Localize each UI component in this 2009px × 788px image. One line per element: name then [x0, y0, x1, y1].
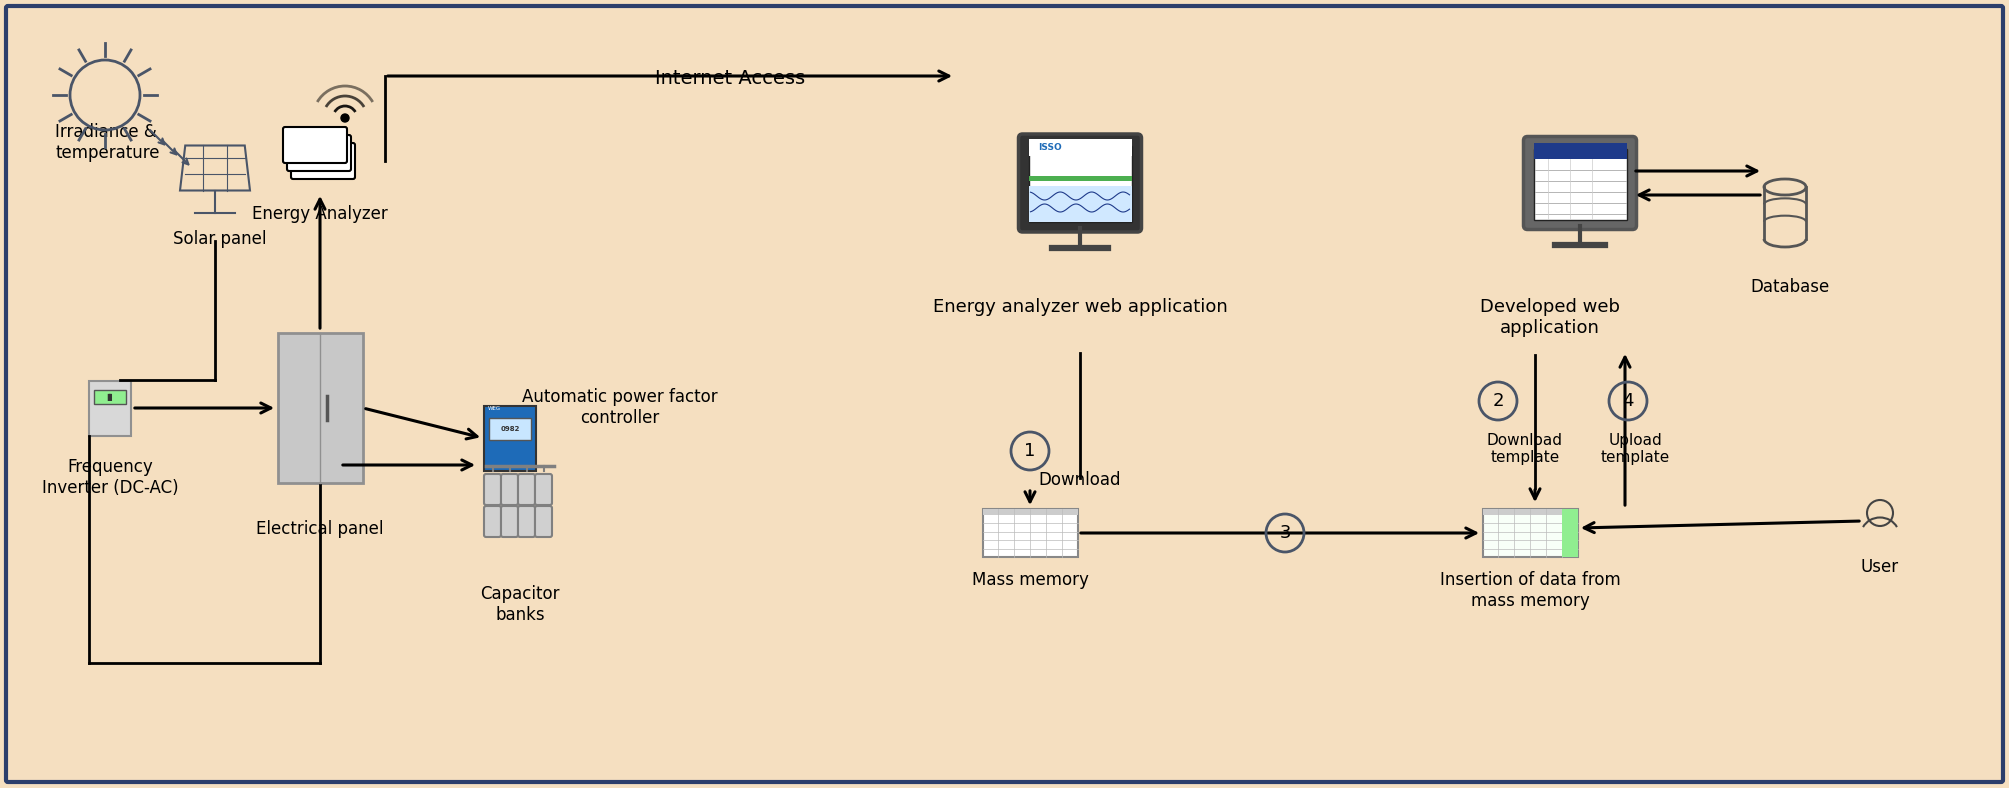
- FancyBboxPatch shape: [6, 6, 2003, 782]
- Text: 2: 2: [1493, 392, 1505, 410]
- FancyBboxPatch shape: [1029, 146, 1131, 222]
- FancyBboxPatch shape: [534, 506, 552, 537]
- Text: Energy Analyzer: Energy Analyzer: [251, 205, 388, 223]
- FancyBboxPatch shape: [534, 474, 552, 505]
- Text: 1: 1: [1025, 442, 1037, 460]
- Text: Download
template: Download template: [1487, 433, 1563, 466]
- Text: Mass memory: Mass memory: [972, 571, 1089, 589]
- FancyBboxPatch shape: [88, 381, 131, 436]
- Text: Download: Download: [1039, 471, 1121, 489]
- Text: Insertion of data from
mass memory: Insertion of data from mass memory: [1440, 571, 1621, 610]
- FancyBboxPatch shape: [1029, 186, 1131, 222]
- Text: 0982: 0982: [500, 426, 520, 432]
- FancyBboxPatch shape: [518, 506, 534, 537]
- FancyBboxPatch shape: [283, 127, 348, 163]
- Text: Internet Access: Internet Access: [655, 69, 806, 87]
- FancyBboxPatch shape: [287, 135, 352, 171]
- Circle shape: [342, 114, 350, 122]
- FancyBboxPatch shape: [1483, 509, 1577, 515]
- FancyBboxPatch shape: [518, 474, 534, 505]
- Text: Developed web
application: Developed web application: [1481, 298, 1619, 336]
- FancyBboxPatch shape: [1533, 143, 1627, 158]
- FancyBboxPatch shape: [1029, 139, 1131, 156]
- Text: Electrical panel: Electrical panel: [257, 520, 384, 538]
- FancyBboxPatch shape: [1483, 509, 1577, 557]
- FancyBboxPatch shape: [484, 474, 500, 505]
- FancyBboxPatch shape: [982, 509, 1077, 557]
- Text: Irradiance &
temperature: Irradiance & temperature: [54, 123, 159, 162]
- Text: 3: 3: [1280, 524, 1290, 542]
- FancyBboxPatch shape: [1019, 134, 1141, 232]
- FancyBboxPatch shape: [94, 390, 127, 404]
- Text: WEG: WEG: [488, 406, 500, 411]
- FancyBboxPatch shape: [1523, 136, 1637, 229]
- FancyBboxPatch shape: [500, 506, 518, 537]
- Text: Capacitor
banks: Capacitor banks: [480, 585, 561, 624]
- FancyBboxPatch shape: [500, 474, 518, 505]
- FancyBboxPatch shape: [291, 143, 356, 179]
- Text: Energy analyzer web application: Energy analyzer web application: [932, 298, 1227, 316]
- FancyBboxPatch shape: [484, 406, 536, 470]
- FancyBboxPatch shape: [1533, 148, 1627, 220]
- Text: Database: Database: [1750, 278, 1830, 296]
- FancyBboxPatch shape: [1561, 509, 1577, 557]
- Text: ▐▌: ▐▌: [104, 393, 115, 400]
- Text: User: User: [1860, 558, 1899, 576]
- FancyBboxPatch shape: [488, 418, 530, 440]
- Text: Upload
template: Upload template: [1601, 433, 1669, 466]
- Text: Solar panel: Solar panel: [173, 230, 267, 248]
- FancyBboxPatch shape: [1029, 176, 1131, 181]
- FancyBboxPatch shape: [277, 333, 362, 483]
- FancyBboxPatch shape: [982, 509, 1077, 515]
- Text: Automatic power factor
controller: Automatic power factor controller: [522, 388, 717, 427]
- FancyBboxPatch shape: [484, 506, 500, 537]
- Text: ISSO: ISSO: [1039, 143, 1063, 153]
- Text: 4: 4: [1621, 392, 1633, 410]
- Text: Frequency
Inverter (DC-AC): Frequency Inverter (DC-AC): [42, 458, 179, 496]
